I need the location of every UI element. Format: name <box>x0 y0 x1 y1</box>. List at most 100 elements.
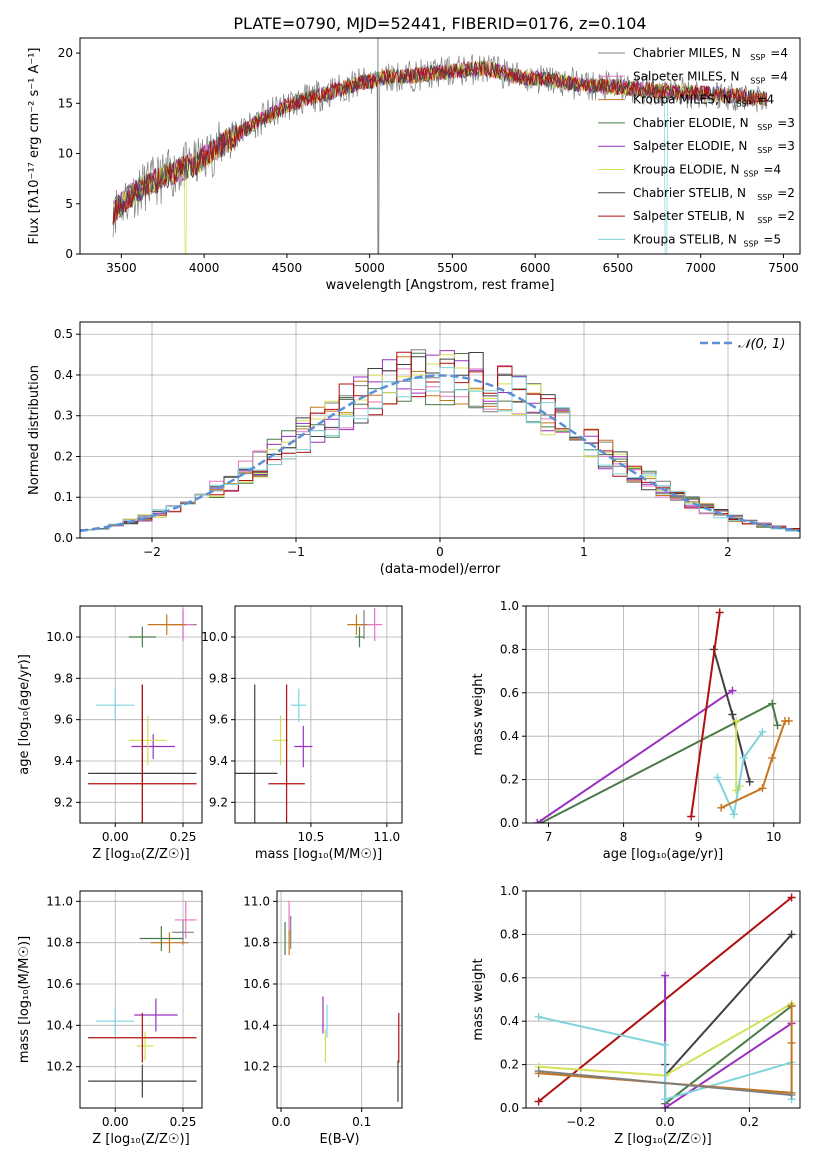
x-tick-label: 11.0 <box>373 830 400 844</box>
x-axis-label: age [log₁₀(age/yr)] <box>603 847 724 862</box>
normal-curve <box>80 374 800 533</box>
weight-marker <box>787 893 796 902</box>
legend-sub: SSP <box>750 76 765 85</box>
weight-marker <box>768 753 777 762</box>
x-tick-label: 0.0 <box>271 1115 290 1129</box>
legend-sub: SSP <box>757 193 772 202</box>
y-tick-label: 0.1 <box>54 490 73 504</box>
x-axis-label: E(B-V) <box>319 1132 359 1147</box>
errorbar-point-5 <box>272 715 289 766</box>
y-tick-label: 1.0 <box>500 884 519 898</box>
legend-value: =3 <box>777 116 795 130</box>
panel-mass_weight_vs_Z: −0.2 0.0 0.2 0.0 0.2 0.4 0.6 0.8 1.0 Z [log₁₀(Z/Z… <box>471 884 801 1147</box>
weight-marker <box>787 1038 796 1047</box>
errorbar-point-7 <box>88 684 197 823</box>
legend-value: =4 <box>757 93 775 107</box>
axes-frame <box>525 890 801 1109</box>
y-tick-label: 9.2 <box>54 795 73 809</box>
errorbar-point-8 <box>291 688 307 722</box>
weight-line-1 <box>536 689 733 823</box>
weight-line-3 <box>690 612 721 817</box>
plot-area <box>88 901 197 1098</box>
errorbar-point-8 <box>96 1006 135 1036</box>
y-tick-label: 10.6 <box>46 977 73 991</box>
y-tick-label: 0.0 <box>54 531 73 545</box>
plot-area <box>284 901 400 1102</box>
errorbar-point-7 <box>88 1012 197 1063</box>
axes-frame <box>276 890 403 1109</box>
legend-value: =4 <box>770 46 788 60</box>
weight-marker <box>729 810 738 819</box>
x-tick-label: −1 <box>287 545 305 559</box>
y-tick-label: 10.8 <box>243 936 270 950</box>
weight-marker <box>758 784 767 793</box>
legend-label: Chabrier STELIB, N <box>633 186 746 200</box>
x-tick-label: 0.0 <box>656 1115 675 1129</box>
x-tick-label: 1 <box>580 545 588 559</box>
legend-label: Kroupa ELODIE, N <box>633 163 740 177</box>
y-axis-label: Normed distribution <box>27 365 42 495</box>
y-tick-label: 10 <box>58 147 73 161</box>
y-tick-label: 0.4 <box>500 1014 519 1028</box>
legend-value: =5 <box>763 232 781 246</box>
weight-marker <box>661 971 670 980</box>
y-tick-label: 20 <box>58 46 73 60</box>
x-axis-label: Z [log₁₀(Z/Z☉)] <box>92 1132 189 1147</box>
errorbar-point-7 <box>268 684 305 823</box>
panel-mass_vs_ebv: 0.0 0.1 10.2 10.4 10.6 10.8 11.0 E(B-V) <box>243 890 403 1147</box>
legend-sub: SSP <box>757 123 772 132</box>
legend-label: Salpeter MILES, N <box>633 69 740 83</box>
legend-value: =3 <box>777 139 795 153</box>
y-tick-label: 0.0 <box>500 816 519 830</box>
x-tick-label: 6500 <box>603 261 634 275</box>
weight-marker <box>728 710 737 719</box>
y-tick-label: 0.2 <box>500 773 519 787</box>
weight-marker <box>728 686 737 695</box>
weight-marker <box>732 717 741 726</box>
y-tick-label: 11.0 <box>46 894 73 908</box>
y-tick-label: 0 <box>65 247 73 261</box>
y-tick-label: 1.0 <box>500 599 519 613</box>
y-tick-label: 10.6 <box>243 977 270 991</box>
y-tick-label: 15 <box>58 96 73 110</box>
y-tick-label: 9.4 <box>54 754 73 768</box>
panel-age_vs_Z: 0.00 0.25 9.2 9.4 9.6 9.8 10.0 Z [log₁₀(Z/Z☉)] a… <box>17 605 203 862</box>
x-tick-label: 10.5 <box>298 830 325 844</box>
x-axis-label: (data-model)/error <box>380 562 501 577</box>
errorbar-point-1 <box>174 901 197 939</box>
axes-frame <box>234 605 403 824</box>
plot-area <box>235 608 383 823</box>
plot-area <box>112 38 768 254</box>
weight-marker <box>661 1041 670 1050</box>
weight-marker <box>768 699 777 708</box>
x-tick-label: 0 <box>436 545 444 559</box>
legend-value: =2 <box>777 209 795 223</box>
panel-age_vs_mass: 10.5 11.0 9.2 9.4 9.6 9.8 10.0 mass [log₁₀(M/M☉… <box>201 605 403 862</box>
legend-label: Salpeter STELIB, N <box>633 209 745 223</box>
y-tick-label: 0.4 <box>54 368 73 382</box>
y-tick-label: 10.0 <box>201 630 228 644</box>
errorbar-point-2 <box>150 932 189 953</box>
errorbar-point-6 <box>88 1064 197 1098</box>
weight-marker <box>787 930 796 939</box>
errorbar-point-4 <box>134 998 178 1032</box>
y-tick-label: 9.2 <box>209 795 228 809</box>
legend: Chabrier MILES, N SSP =4 Salpeter MILES, N S… <box>598 46 795 248</box>
weight-line-6 <box>720 720 789 809</box>
x-tick-label: 5000 <box>354 261 385 275</box>
weight-marker <box>787 1002 796 1011</box>
legend-label: Kroupa MILES, N <box>633 93 732 107</box>
weight-marker <box>713 773 722 782</box>
y-tick-label: 10.2 <box>46 1060 73 1074</box>
y-tick-label: 10.8 <box>46 936 73 950</box>
legend-label: Kroupa STELIB, N <box>633 232 737 246</box>
y-tick-label: 0.2 <box>500 1058 519 1072</box>
weight-marker <box>534 1012 543 1021</box>
y-tick-label: 10.4 <box>243 1018 270 1032</box>
y-axis-label: mass weight <box>471 958 486 1040</box>
legend-value: =2 <box>777 186 795 200</box>
errorbar-point-2 <box>147 614 186 635</box>
plot-area <box>80 349 800 533</box>
weight-marker <box>661 1095 670 1104</box>
